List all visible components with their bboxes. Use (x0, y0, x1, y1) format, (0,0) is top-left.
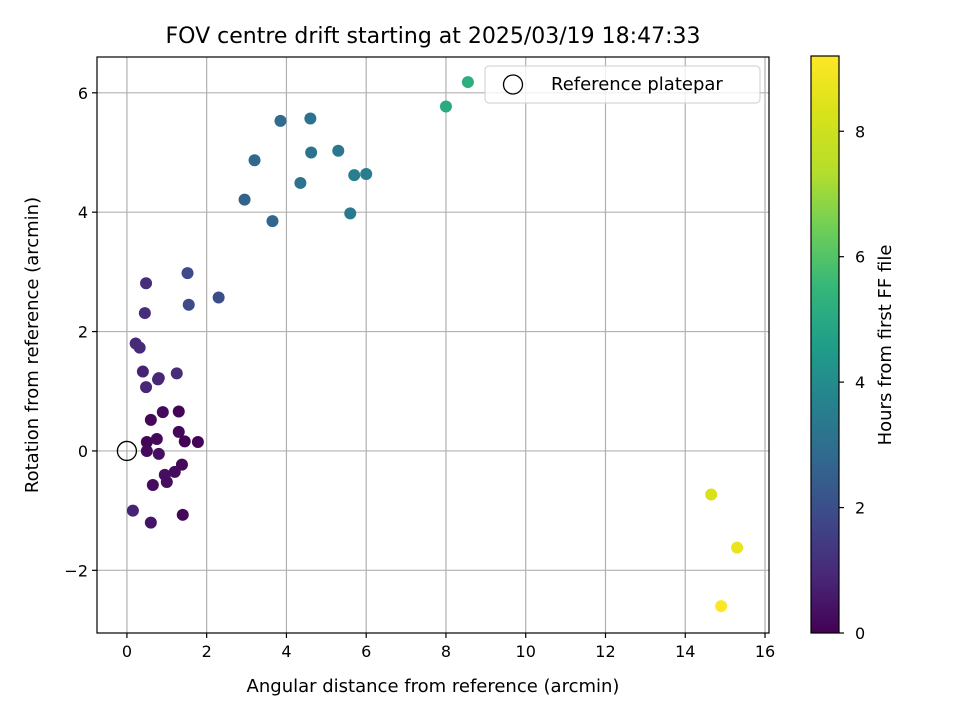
data-point (133, 341, 146, 354)
reference-platepar-marker (116, 440, 138, 462)
y-tick-label: 2 (78, 323, 88, 342)
data-point (248, 154, 261, 167)
x-tick-label: 4 (281, 642, 291, 661)
data-point (182, 298, 195, 311)
data-point (238, 193, 251, 206)
colorbar-tick-label: 8 (855, 122, 865, 141)
data-point (344, 207, 357, 220)
x-tick-label: 2 (202, 642, 212, 661)
y-axis-label: Rotation from reference (arcmin) (22, 197, 43, 493)
x-axis-label: Angular distance from reference (arcmin) (247, 676, 620, 697)
data-point (170, 367, 183, 380)
data-point (175, 458, 188, 471)
data-point (172, 405, 185, 418)
legend-entry-reference-platepar: Reference platepar (551, 74, 723, 95)
reference-marker-layer (116, 440, 138, 462)
legend-marker-icon (502, 74, 524, 95)
data-point (348, 169, 361, 182)
x-tick-label: 0 (122, 642, 132, 661)
x-tick-label: 14 (675, 642, 695, 661)
data-point (146, 478, 159, 491)
x-tick-label: 16 (755, 642, 775, 661)
data-point (360, 167, 373, 180)
y-tick-label: 4 (78, 203, 88, 222)
x-tick-label: 6 (361, 642, 371, 661)
data-point (144, 413, 157, 426)
x-tick-label: 8 (441, 642, 451, 661)
colorbar-label: Hours from first FF file (875, 245, 896, 446)
y-tick-label: −2 (64, 561, 88, 580)
data-point (136, 365, 149, 378)
data-point (126, 504, 139, 517)
colorbar (810, 55, 840, 634)
colorbar-tick-label: 2 (855, 499, 865, 518)
data-point (266, 215, 279, 228)
data-point (731, 541, 744, 554)
data-point (144, 516, 157, 529)
data-point (715, 600, 728, 613)
data-point (156, 406, 169, 419)
data-point (140, 381, 153, 394)
data-point (150, 433, 163, 446)
x-axis-ticks: 0 2 4 6 8 10 12 14 16 (122, 633, 775, 661)
data-point (178, 435, 191, 448)
data-point (160, 475, 173, 488)
data-point (705, 488, 718, 501)
data-point (305, 146, 318, 159)
colorbar-tick-label: 6 (855, 248, 865, 267)
data-point (172, 425, 185, 438)
data-point (138, 307, 151, 320)
data-point (140, 444, 153, 457)
legend-box (484, 65, 761, 104)
data-point (461, 76, 474, 89)
y-tick-label: 6 (78, 84, 88, 103)
data-point (181, 267, 194, 280)
legend: Reference platepar (484, 65, 761, 104)
data-point (332, 144, 345, 157)
data-point (294, 176, 307, 189)
data-point (212, 291, 225, 304)
data-point (274, 114, 287, 127)
data-point (140, 435, 153, 448)
data-point (304, 112, 317, 125)
data-point (152, 372, 165, 385)
data-point (191, 435, 204, 448)
colorbar-ticks: 0 2 4 6 8 (839, 122, 865, 643)
colorbar-tick-label: 4 (855, 373, 865, 392)
chart-title: FOV centre drift starting at 2025/03/19 … (166, 24, 701, 49)
data-point (140, 277, 153, 290)
colorbar-tick-label: 0 (855, 624, 865, 643)
grid-lines (97, 57, 769, 633)
y-axis-ticks: −2 0 2 4 6 (64, 84, 97, 580)
x-tick-label: 10 (516, 642, 536, 661)
y-tick-label: 0 (78, 442, 88, 461)
scatter-points (126, 76, 744, 613)
data-point (439, 100, 452, 113)
x-tick-label: 12 (595, 642, 615, 661)
data-point (176, 508, 189, 521)
plot-frame (96, 56, 770, 634)
data-point (152, 447, 165, 460)
